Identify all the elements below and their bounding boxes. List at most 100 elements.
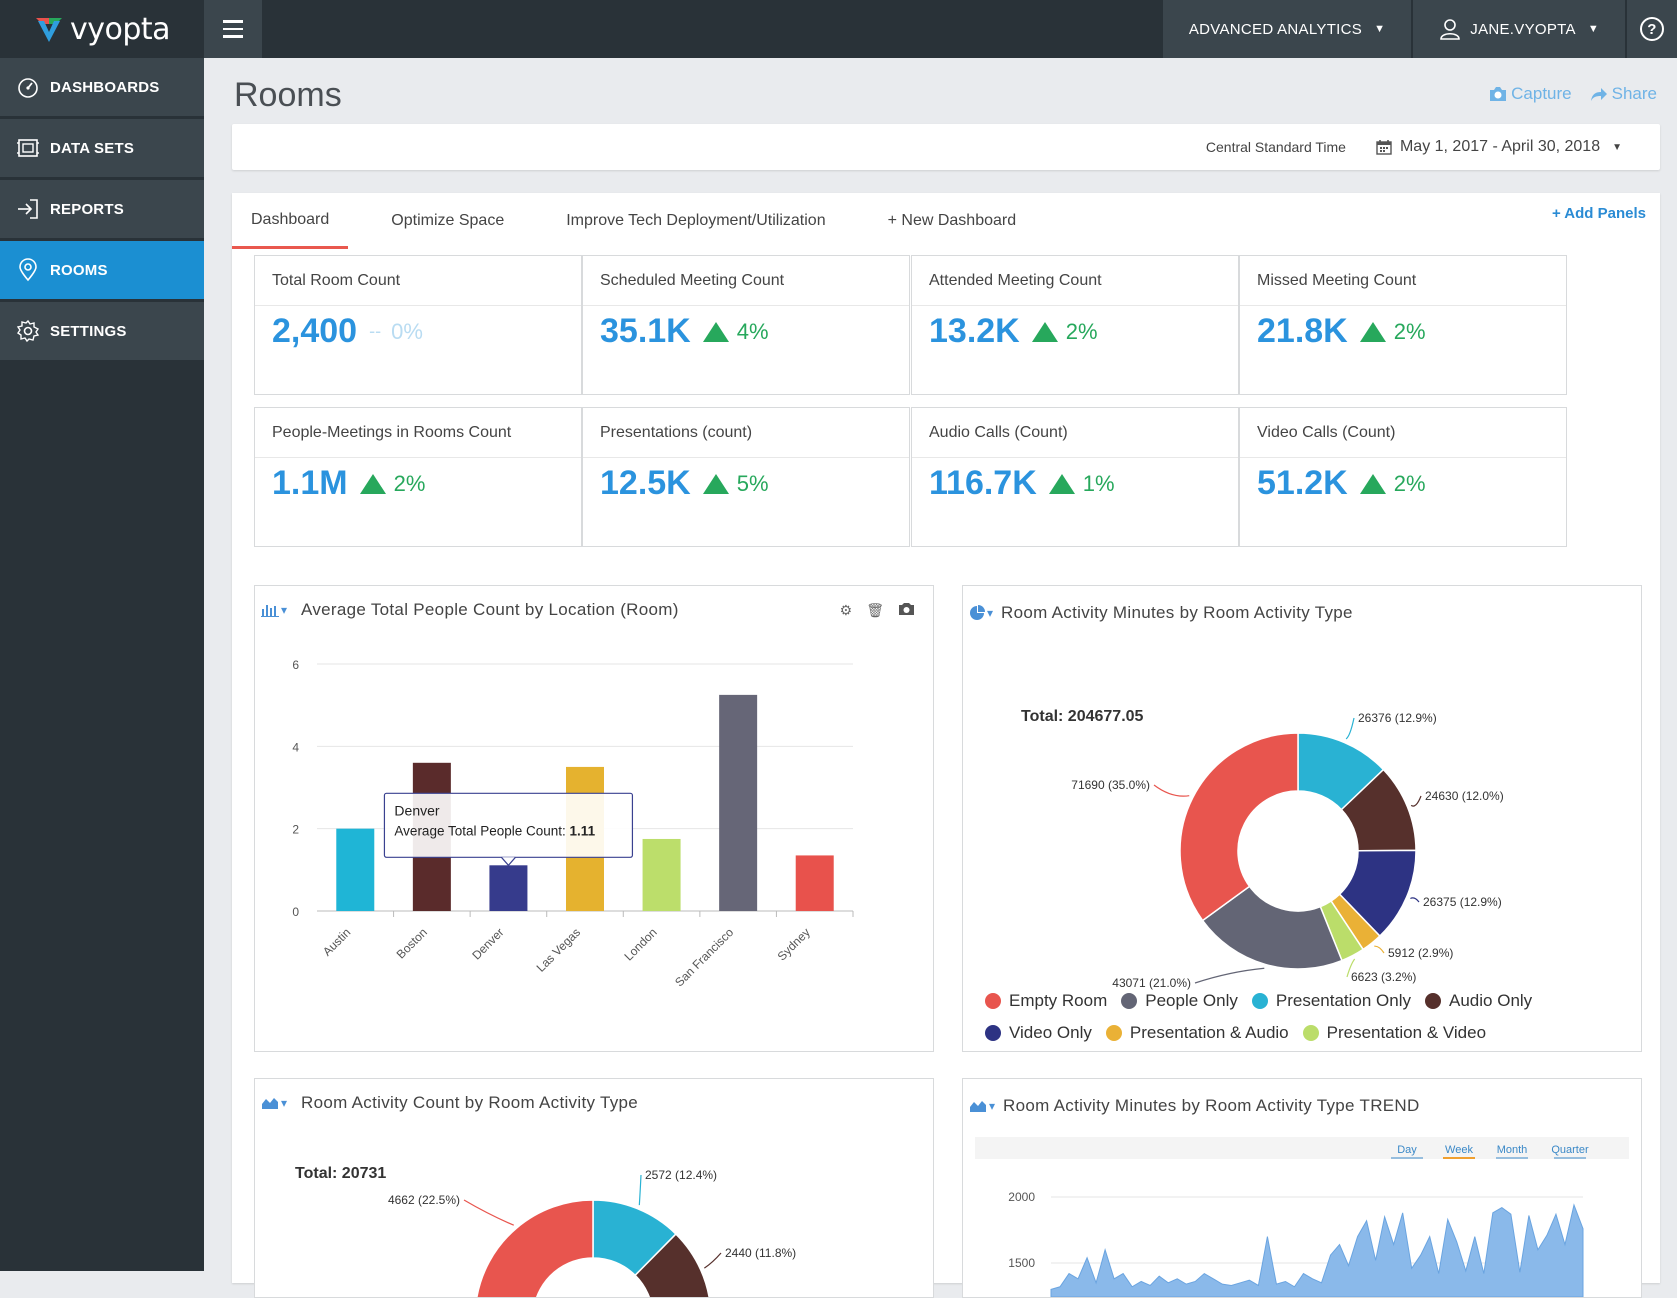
legend-item[interactable]: Empty Room [985, 991, 1107, 1011]
user-menu-dropdown[interactable]: JANE.VYOPTA ▼ [1413, 0, 1625, 58]
stat-delta: 1% [1048, 471, 1115, 497]
range-quarter-button[interactable]: Quarter [1551, 1144, 1589, 1156]
stat-body: 2,400 -- 0% [255, 306, 581, 351]
x-tick-label: Sydney [775, 925, 813, 963]
advanced-analytics-dropdown[interactable]: ADVANCED ANALYTICS ▼ [1162, 0, 1412, 58]
capture-button[interactable]: Capture [1489, 84, 1572, 104]
bar-chart[interactable]: 0 2 4 6 Austin Boston Denver Las Vegas London San… [255, 634, 933, 1052]
chart-type-menu[interactable]: ▾ [969, 1099, 995, 1113]
panel-header: ▾ Room Activity Minutes by Room Activity… [963, 586, 1641, 640]
x-tick-label: Las Vegas [534, 925, 584, 975]
share-icon [1590, 88, 1607, 101]
stat-delta-value: 2% [393, 470, 426, 496]
trend-area-chart[interactable]: Day Week Month Quarter 1500 2000 [963, 1127, 1641, 1297]
donut-slice[interactable] [1179, 732, 1299, 922]
stat-card[interactable]: Attended Meeting Count 13.2K 2% [911, 255, 1239, 395]
logo[interactable]: vyopta [0, 0, 204, 58]
sidebar-item-data-sets[interactable]: DATA SETS [0, 119, 204, 177]
add-panels-button[interactable]: + Add Panels [1551, 205, 1646, 222]
caret-down-icon: ▼ [1587, 23, 1599, 35]
stat-card[interactable]: Missed Meeting Count 21.8K 2% [1239, 255, 1567, 395]
panel-title: Room Activity Minutes by Room Activity T… [1001, 603, 1353, 622]
bar[interactable] [795, 855, 834, 911]
stat-value: 1.1M [272, 464, 348, 502]
legend-item[interactable]: Audio Only [1425, 991, 1532, 1011]
stat-body: 116.7K 1% [912, 458, 1238, 503]
stat-title: Presentations (count) [583, 408, 909, 458]
stat-value: 116.7K [929, 464, 1037, 502]
share-button[interactable]: Share [1590, 84, 1657, 104]
delete-trash-icon[interactable]: 🗑 [866, 602, 884, 618]
tab-dashboard[interactable]: Dashboard [232, 193, 349, 249]
legend-label: Presentation & Video [1326, 1023, 1487, 1042]
sidebar-item-label: DASHBOARDS [50, 78, 160, 96]
legend-item[interactable]: People Only [1121, 991, 1238, 1011]
hamburger-icon-line [223, 27, 243, 31]
stat-card[interactable]: Audio Calls (Count) 116.7K 1% [911, 407, 1239, 547]
help-button[interactable]: ? [1627, 0, 1677, 58]
legend-item[interactable]: Presentation & Video [1302, 1023, 1487, 1043]
donut-slice[interactable] [476, 1199, 594, 1297]
tab-improve-tech[interactable]: Improve Tech Deployment/Utilization [566, 212, 826, 229]
legend-dot-icon [1121, 993, 1138, 1009]
stat-card[interactable]: People-Meetings in Rooms Count 1.1M 2% [254, 407, 582, 547]
sidebar-item-rooms[interactable]: ROOMS [0, 241, 204, 299]
legend-item[interactable]: Presentation & Audio [1105, 1023, 1289, 1043]
stat-card[interactable]: Total Room Count 2,400 -- 0% [254, 255, 582, 395]
bar[interactable] [336, 828, 375, 911]
stat-card[interactable]: Presentations (count) 12.5K 5% [582, 407, 910, 547]
range-week-button[interactable]: Week [1445, 1144, 1473, 1156]
date-range-picker[interactable]: May 1, 2017 - April 30, 2018 ▼ [1376, 138, 1622, 156]
chart-type-menu[interactable]: ▾ [261, 1096, 287, 1110]
panel-header: ▾ Room Activity Count by Room Activity T… [255, 1079, 933, 1127]
stat-title: Total Room Count [255, 256, 581, 306]
chart-type-menu[interactable]: ▾ [261, 603, 287, 617]
hamburger-icon-line [223, 35, 243, 38]
title-actions: Capture Share [1489, 84, 1657, 104]
tooltip-title: Denver [394, 802, 439, 818]
bar[interactable] [489, 865, 528, 911]
trend-up-icon [1359, 473, 1386, 494]
legend-item[interactable]: Presentation Only [1251, 991, 1411, 1011]
menu-toggle-button[interactable] [204, 0, 262, 58]
sidebar-item-label: DATA SETS [50, 139, 135, 157]
user-name: JANE.VYOPTA [1470, 20, 1576, 38]
slice-label: 6623 (3.2%) [1351, 970, 1416, 984]
stat-card[interactable]: Video Calls (Count) 51.2K 2% [1239, 407, 1567, 547]
slice-label: 5912 (2.9%) [1388, 946, 1453, 960]
panel-tools: ⚙ 🗑 [840, 602, 915, 619]
slice-connector [704, 1252, 722, 1269]
panel-title: Room Activity Count by Room Activity Typ… [301, 1093, 639, 1112]
trend-chart-panel: ▾ Room Activity Minutes by Room Activity… [962, 1078, 1642, 1298]
sidebar-item-dashboards[interactable]: DASHBOARDS [0, 58, 204, 116]
stat-card[interactable]: Scheduled Meeting Count 35.1K 4% [582, 255, 910, 395]
range-month-button[interactable]: Month [1497, 1144, 1528, 1156]
bar[interactable] [642, 838, 681, 911]
camera-icon[interactable] [898, 602, 915, 619]
bar[interactable] [719, 694, 758, 911]
settings-gear-icon[interactable]: ⚙ [839, 602, 853, 618]
slice-label: 43071 (21.0%) [1112, 976, 1191, 990]
range-day-button[interactable]: Day [1397, 1144, 1417, 1156]
donut-chart-2[interactable]: Total: 20731 2572 (12.4%) 2440 (11.8%) 4662… [255, 1127, 933, 1297]
sidebar-item-settings[interactable]: SETTINGS [0, 302, 204, 360]
tab-new-dashboard[interactable]: + New Dashboard [887, 212, 1017, 229]
tooltip-value: 1.11 [570, 823, 596, 838]
slice-label: 2440 (11.8%) [725, 1246, 796, 1260]
legend-label: Empty Room [1009, 991, 1108, 1010]
legend-label: People Only [1145, 991, 1238, 1010]
legend-item[interactable]: Video Only [985, 1023, 1092, 1043]
trend-up-icon [1048, 473, 1075, 494]
legend-dot-icon [1105, 1025, 1122, 1041]
stat-delta-value: 2% [1065, 318, 1098, 344]
donut-slice[interactable] [1201, 885, 1343, 970]
trend-up-icon [702, 321, 729, 342]
chart-legend: Empty Room People Only Presentation Only Au… [985, 991, 1635, 1043]
tab-optimize-space[interactable]: Optimize Space [391, 212, 505, 229]
trend-area[interactable] [1050, 1203, 1584, 1297]
donut-chart[interactable]: Total: 204677.05 26376 (12.9%) 24630 (12.0… [963, 634, 1641, 994]
y-tick-label: 1500 [1008, 1256, 1035, 1270]
legend-label: Presentation & Audio [1129, 1023, 1289, 1042]
chart-type-menu[interactable]: ▾ [969, 605, 993, 621]
sidebar-item-reports[interactable]: REPORTS [0, 180, 204, 238]
